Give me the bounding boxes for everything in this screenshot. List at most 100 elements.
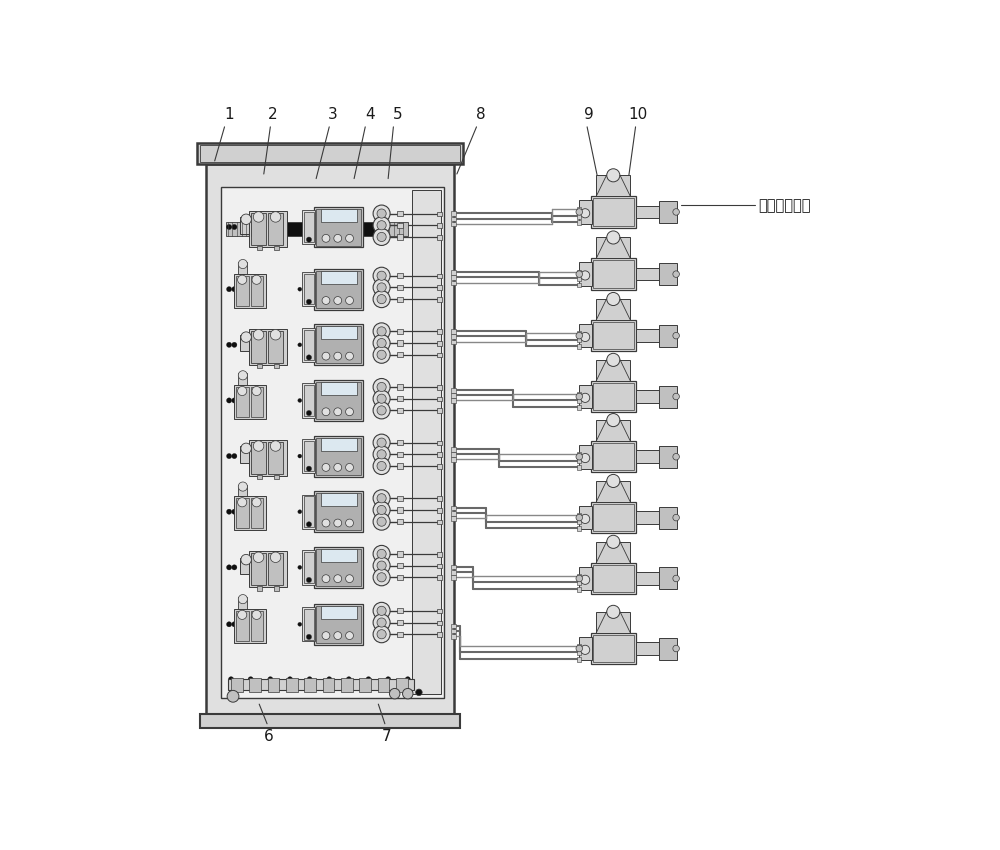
Bar [257, 246, 262, 250]
Bar [249, 440, 287, 476]
Circle shape [308, 343, 312, 347]
Bar [240, 218, 253, 234]
Bar [221, 187, 444, 698]
Bar [316, 606, 361, 643]
Bar [236, 387, 249, 417]
Circle shape [298, 287, 302, 292]
Bar [231, 678, 243, 693]
Bar [577, 526, 581, 530]
Bar [397, 440, 403, 445]
Bar [397, 463, 403, 468]
Bar [596, 299, 630, 320]
Bar [397, 408, 403, 413]
Bar [397, 211, 403, 216]
Bar [451, 222, 456, 226]
Bar [591, 196, 636, 228]
Circle shape [377, 283, 386, 292]
Bar [251, 553, 266, 586]
Circle shape [253, 552, 264, 563]
Bar [451, 217, 456, 221]
Circle shape [673, 394, 679, 399]
Circle shape [322, 463, 330, 471]
Bar [577, 465, 581, 470]
Bar [579, 567, 592, 590]
Circle shape [270, 552, 281, 563]
Bar [451, 634, 456, 638]
Circle shape [253, 212, 264, 222]
Circle shape [228, 677, 234, 682]
Bar [636, 450, 660, 463]
Circle shape [270, 441, 281, 451]
Circle shape [373, 346, 390, 363]
Bar [451, 516, 456, 521]
Bar [316, 493, 361, 530]
Circle shape [308, 225, 312, 229]
Circle shape [227, 690, 239, 702]
Bar [304, 385, 314, 416]
Bar [321, 549, 357, 562]
Circle shape [226, 286, 232, 292]
Circle shape [377, 405, 386, 415]
Bar [636, 390, 660, 403]
Bar [321, 606, 357, 619]
Circle shape [377, 382, 386, 392]
Bar [577, 581, 581, 585]
Bar [593, 564, 634, 592]
Circle shape [373, 603, 390, 620]
Circle shape [298, 399, 302, 402]
Bar [359, 678, 371, 693]
Circle shape [268, 677, 273, 682]
Circle shape [607, 169, 620, 182]
Bar [593, 504, 634, 531]
Circle shape [377, 517, 386, 526]
Bar [397, 519, 403, 524]
Circle shape [373, 445, 390, 463]
Bar [397, 620, 403, 625]
Circle shape [405, 677, 410, 682]
Bar [593, 322, 634, 349]
Bar [577, 214, 581, 218]
Bar [636, 268, 660, 280]
Text: 8: 8 [476, 106, 486, 122]
Circle shape [308, 454, 312, 458]
Circle shape [377, 221, 386, 230]
Bar [251, 611, 263, 641]
Bar [577, 574, 581, 579]
Circle shape [287, 677, 293, 682]
Bar [591, 563, 636, 594]
Bar [397, 563, 403, 568]
Circle shape [334, 463, 342, 471]
Circle shape [322, 235, 330, 242]
Text: 5: 5 [393, 106, 403, 122]
Circle shape [377, 438, 386, 447]
Bar [234, 609, 266, 643]
Bar [304, 496, 314, 527]
Bar [577, 405, 581, 410]
Bar [577, 657, 581, 661]
Bar [397, 273, 403, 278]
Circle shape [226, 398, 232, 403]
Circle shape [346, 575, 353, 582]
Circle shape [581, 332, 590, 342]
Text: 3: 3 [328, 106, 337, 122]
Circle shape [377, 606, 386, 615]
Bar [437, 286, 442, 290]
Circle shape [581, 209, 590, 218]
Circle shape [334, 519, 342, 527]
Bar [437, 274, 442, 278]
Circle shape [373, 205, 390, 222]
Circle shape [373, 291, 390, 308]
Circle shape [377, 338, 386, 348]
Circle shape [346, 235, 353, 242]
Bar [579, 385, 592, 408]
Bar [236, 611, 249, 641]
Bar [274, 475, 279, 479]
Bar [593, 260, 634, 288]
Circle shape [607, 354, 620, 366]
Bar [451, 452, 456, 456]
Circle shape [303, 343, 307, 347]
Circle shape [238, 259, 247, 269]
Circle shape [576, 575, 583, 581]
Bar [234, 274, 266, 308]
Bar [341, 678, 353, 693]
